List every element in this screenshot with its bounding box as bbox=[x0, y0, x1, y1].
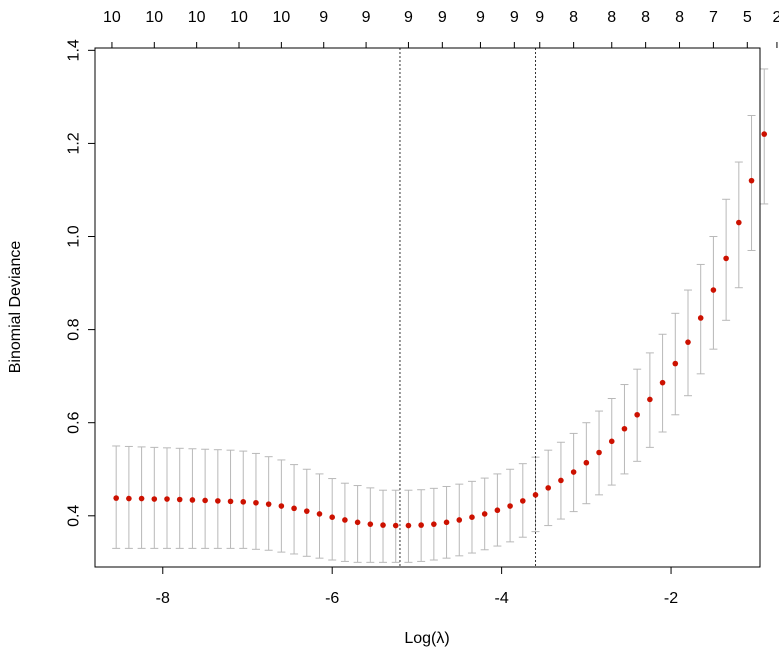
top-axis: 10 10 10 10 10 9 9 9 9 9 9 9 8 8 8 8 7 5 2 bbox=[103, 9, 779, 48]
data-point bbox=[507, 503, 513, 509]
data-point bbox=[608, 438, 615, 445]
data-point bbox=[367, 521, 374, 527]
top-tick-label: 10 bbox=[188, 9, 206, 26]
top-tick-label: 10 bbox=[145, 9, 163, 26]
data-point bbox=[354, 519, 361, 526]
data-point bbox=[380, 522, 386, 528]
data-point bbox=[558, 477, 564, 484]
y-tick-label: 1.4 bbox=[66, 39, 83, 61]
data-point bbox=[647, 396, 653, 403]
data-point bbox=[329, 514, 335, 520]
data-point bbox=[481, 511, 488, 517]
data-point bbox=[431, 521, 437, 527]
top-tick-label: 5 bbox=[743, 9, 752, 26]
top-tick-label: 9 bbox=[404, 9, 413, 26]
data-point bbox=[392, 522, 399, 529]
data-point bbox=[176, 496, 183, 503]
data-point bbox=[456, 517, 463, 523]
top-tick-label: 8 bbox=[675, 9, 684, 26]
y-tick-label: 0.4 bbox=[66, 505, 83, 527]
data-point bbox=[138, 495, 145, 502]
y-axis: 0.4 0.6 0.8 1.0 1.2 1.4 bbox=[66, 39, 95, 527]
data-point bbox=[634, 411, 640, 418]
data-point bbox=[659, 379, 666, 386]
top-tick-label: 8 bbox=[607, 9, 616, 26]
data-point bbox=[710, 287, 717, 293]
data-point bbox=[405, 522, 412, 529]
data-point bbox=[520, 498, 526, 504]
data-point bbox=[202, 497, 208, 504]
data-point bbox=[278, 503, 285, 509]
data-point bbox=[570, 469, 577, 475]
y-axis-title: Binomial Deviance bbox=[7, 241, 24, 374]
data-point bbox=[265, 501, 272, 507]
data-point bbox=[418, 522, 424, 528]
top-tick-label: 10 bbox=[103, 9, 121, 26]
data-point bbox=[621, 425, 628, 432]
data-point bbox=[723, 255, 729, 262]
x-tick-label: -6 bbox=[325, 590, 339, 607]
x-axis-title: Log(λ) bbox=[404, 630, 449, 647]
data-point bbox=[583, 459, 590, 466]
data-point bbox=[685, 339, 691, 345]
reference-lines bbox=[399, 48, 537, 567]
data-point bbox=[532, 492, 539, 498]
top-tick-label: 2 bbox=[772, 9, 779, 26]
top-tick-label: 7 bbox=[709, 9, 718, 26]
data-point bbox=[291, 505, 297, 512]
top-tick-label: 10 bbox=[272, 9, 290, 26]
plot-frame bbox=[94, 47, 761, 568]
x-tick-label: -8 bbox=[156, 590, 170, 607]
top-tick-label: 8 bbox=[569, 9, 578, 26]
data-point bbox=[316, 511, 323, 517]
data-point bbox=[697, 315, 704, 321]
data-point bbox=[748, 177, 755, 184]
data-point bbox=[189, 497, 196, 503]
data-point bbox=[253, 499, 259, 506]
top-tick-label: 9 bbox=[362, 9, 371, 26]
data-point bbox=[227, 498, 234, 505]
x-tick-label: -2 bbox=[664, 590, 678, 607]
y-tick-label: 1.0 bbox=[66, 225, 83, 247]
x-axis: -8 -6 -4 -2 bbox=[156, 567, 678, 607]
data-point bbox=[215, 498, 221, 504]
data-point bbox=[126, 495, 132, 502]
top-tick-label: 9 bbox=[476, 9, 485, 26]
data-point bbox=[545, 485, 552, 491]
top-tick-label: 9 bbox=[510, 9, 519, 26]
top-tick-label: 9 bbox=[438, 9, 447, 26]
data-point bbox=[164, 496, 170, 502]
top-tick-label: 9 bbox=[319, 9, 328, 26]
data-point bbox=[469, 514, 475, 520]
data-point bbox=[303, 508, 310, 514]
data-points bbox=[113, 131, 768, 529]
data-point bbox=[761, 131, 768, 137]
top-tick-label: 8 bbox=[641, 9, 650, 26]
top-tick-label: 9 bbox=[535, 9, 544, 26]
error-bars bbox=[112, 68, 769, 563]
data-point bbox=[494, 507, 501, 514]
data-point bbox=[113, 495, 119, 501]
data-point bbox=[596, 449, 602, 456]
data-point bbox=[342, 517, 348, 523]
x-tick-label: -4 bbox=[495, 590, 509, 607]
data-point bbox=[443, 519, 450, 526]
data-point bbox=[240, 499, 247, 505]
data-point bbox=[672, 360, 679, 367]
data-point bbox=[151, 496, 158, 502]
data-point bbox=[736, 219, 742, 226]
y-tick-label: 0.8 bbox=[66, 318, 83, 340]
top-tick-label: 10 bbox=[230, 9, 248, 26]
y-tick-label: 1.2 bbox=[66, 132, 83, 154]
y-tick-label: 0.6 bbox=[66, 411, 83, 433]
